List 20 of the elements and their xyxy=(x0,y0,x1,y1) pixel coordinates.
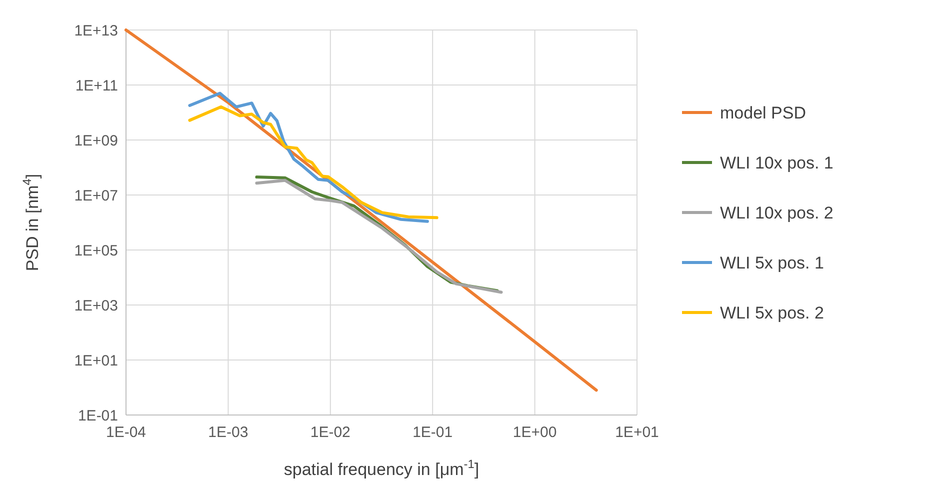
y-tick-label: 1E-01 xyxy=(78,407,118,424)
y-tick-label: 1E+13 xyxy=(74,22,118,40)
y-tick-label: 1E+05 xyxy=(74,242,118,260)
y-tick-label: 1E+03 xyxy=(74,297,118,314)
x-tick-label: 1E-03 xyxy=(208,424,248,441)
legend-label: model PSD xyxy=(720,103,806,122)
legend-label: WLI 10x pos. 1 xyxy=(720,153,834,172)
x-tick-label: 1E-04 xyxy=(106,424,146,441)
legend-label: WLI 5x pos. 1 xyxy=(720,253,824,272)
y-tick-label: 1E+09 xyxy=(74,132,118,150)
y-tick-label: 1E+07 xyxy=(74,187,118,204)
x-axis-title: spatial frequency in [μm$^{-1}$] xyxy=(284,457,480,479)
y-tick-label: 1E+11 xyxy=(75,77,118,94)
x-tick-label: 1E-01 xyxy=(412,424,453,441)
legend-label: WLI 5x pos. 2 xyxy=(720,303,824,322)
x-tick-label: 1E-02 xyxy=(310,424,350,441)
x-tick-label: 1E+00 xyxy=(512,424,557,441)
x-tick-label: 1E+01 xyxy=(615,424,659,441)
legend-label: WLI 10x pos. 2 xyxy=(720,203,834,222)
y-tick-label: 1E+01 xyxy=(74,352,118,370)
